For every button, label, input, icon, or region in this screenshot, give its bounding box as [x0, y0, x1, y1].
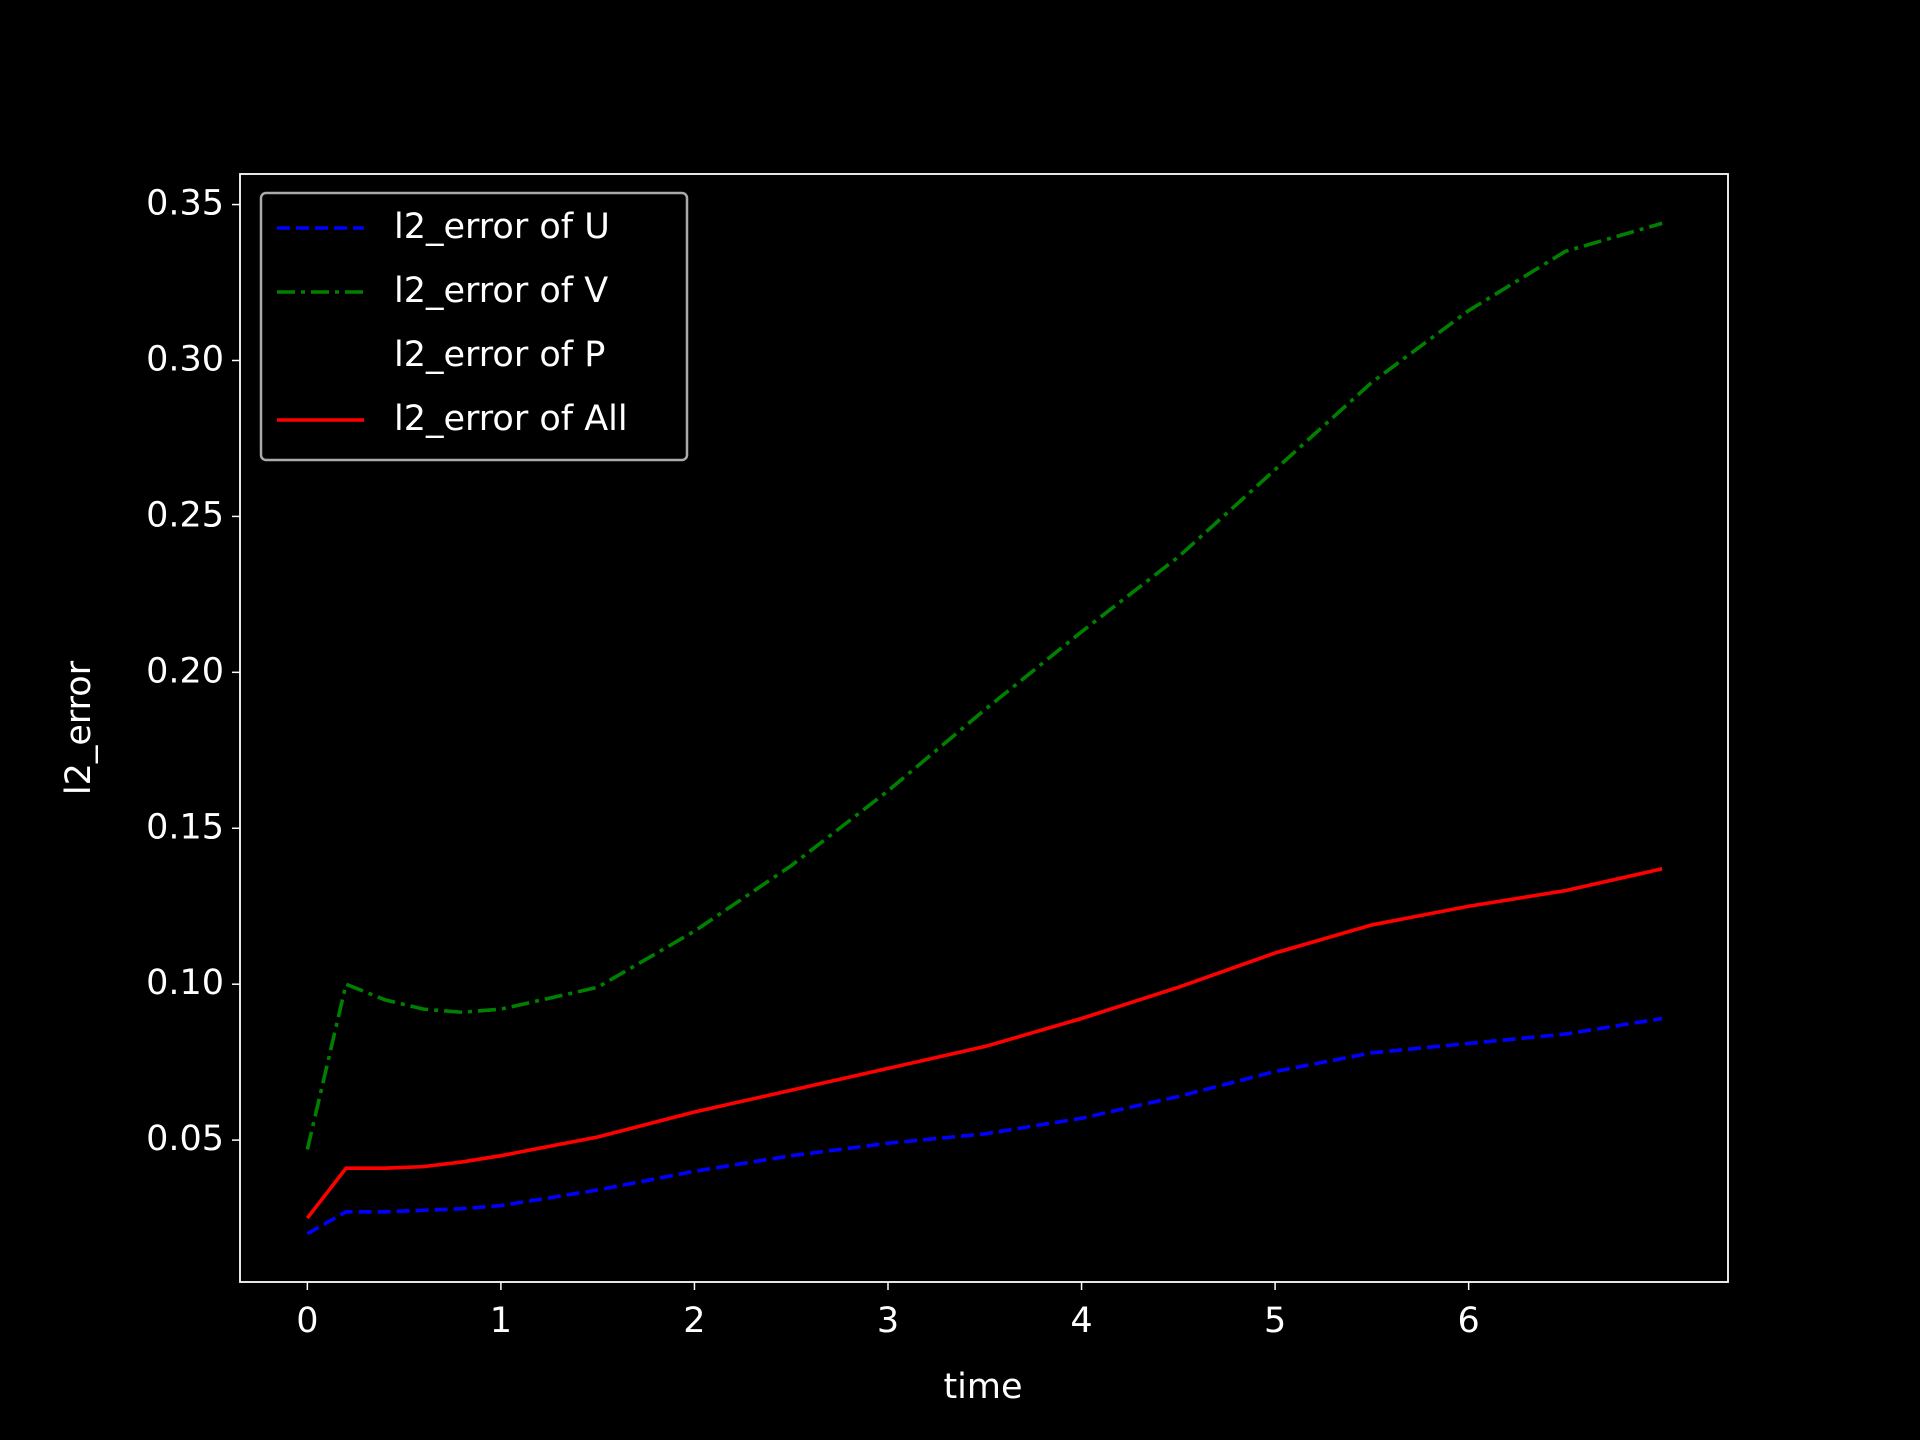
data-line [306, 1016, 1663, 1236]
y-tick-label: 0.05 [146, 1119, 224, 1159]
y-tick-label: 0.30 [146, 339, 224, 379]
plot-frame [239, 173, 1729, 1283]
legend-label: l2_error of All [394, 399, 628, 439]
y-axis-label: l2_error [59, 660, 99, 795]
x-tick-label: 2 [683, 1301, 705, 1341]
data-line [305, 867, 1663, 1220]
y-tick-label: 0.35 [146, 184, 224, 224]
legend-box [259, 191, 689, 462]
x-tick-label: 4 [1070, 1301, 1092, 1341]
y-tick-label: 0.25 [146, 495, 224, 535]
x-tick-label: 1 [490, 1301, 512, 1341]
data-line [305, 221, 1663, 1150]
x-axis-label: time [943, 1367, 1022, 1407]
y-tick-label: 0.15 [146, 807, 224, 847]
legend-label: l2_error of U [394, 207, 610, 247]
x-tick-label: 5 [1264, 1301, 1286, 1341]
y-tick-label: 0.10 [146, 963, 224, 1003]
x-tick-label: 0 [296, 1301, 318, 1341]
x-tick-label: 6 [1458, 1301, 1480, 1341]
legend-label: l2_error of P [394, 335, 605, 375]
x-tick-label: 3 [877, 1301, 899, 1341]
legend-label: l2_error of V [394, 271, 608, 311]
y-tick-label: 0.20 [146, 651, 224, 691]
